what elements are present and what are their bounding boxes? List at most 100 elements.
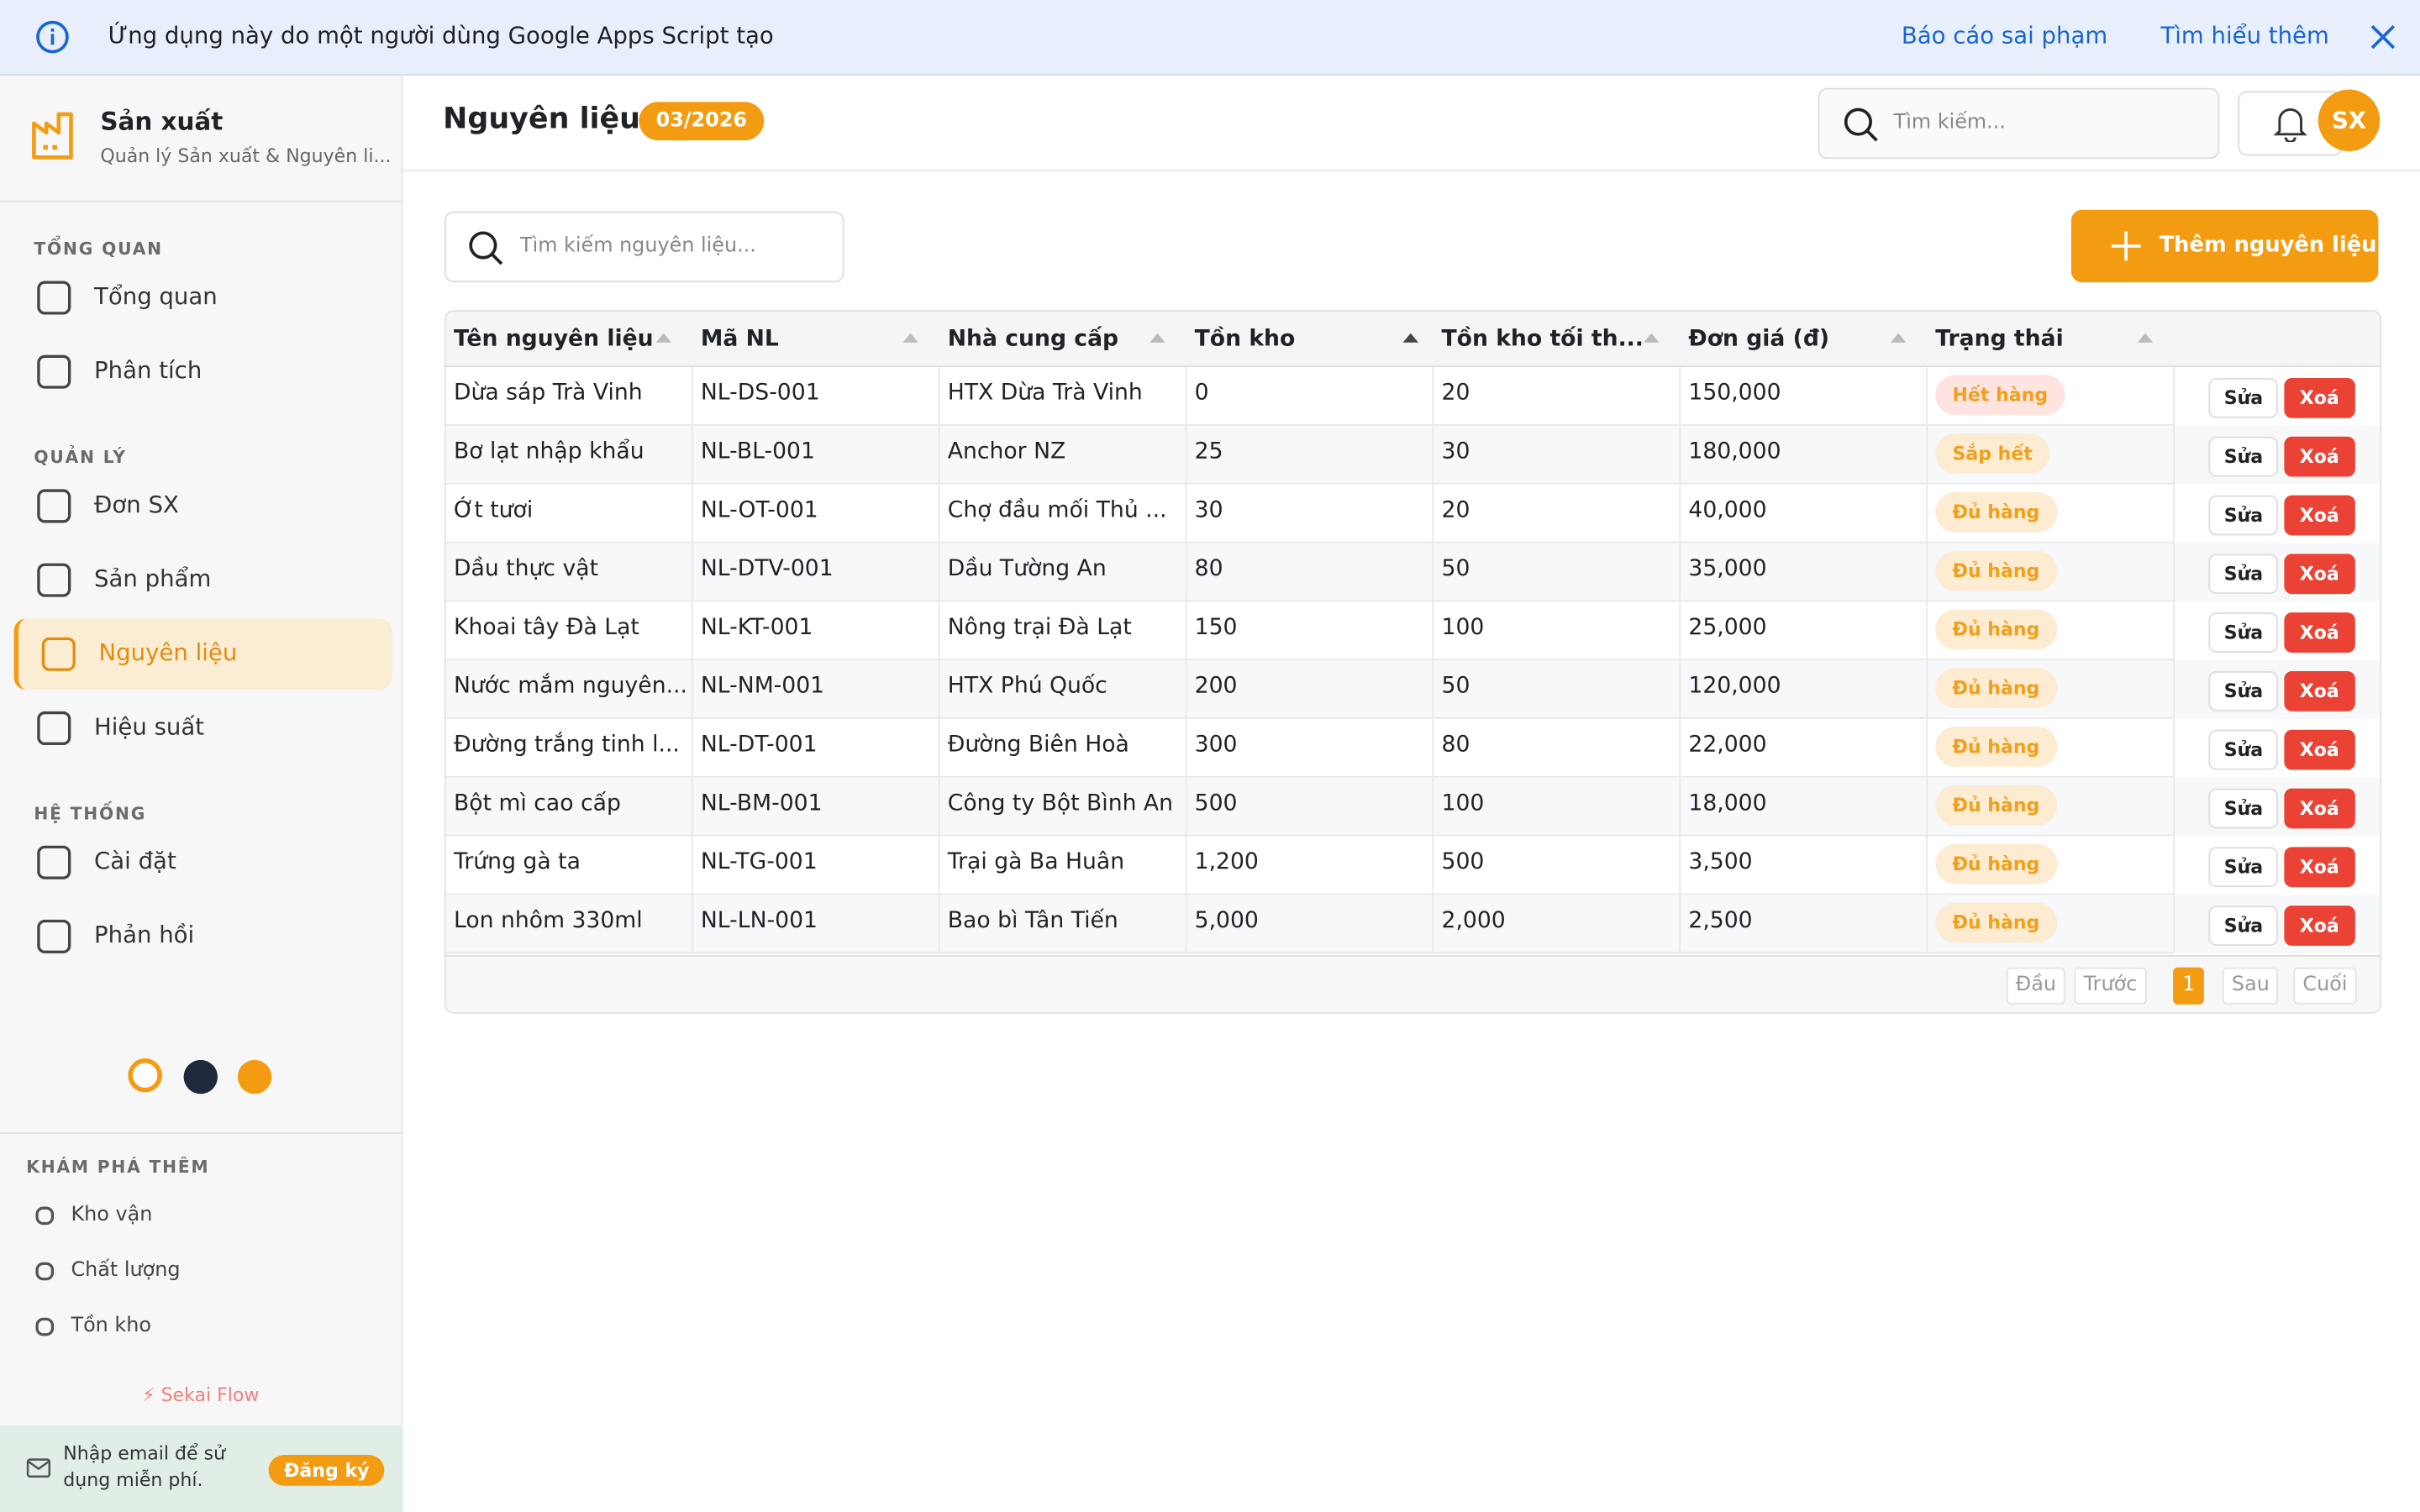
table-cell: Bơ lạt nhập khẩu bbox=[445, 425, 693, 485]
global-search[interactable]: Tìm kiếm... bbox=[1818, 87, 2220, 160]
delete-button[interactable]: Xoá bbox=[2284, 436, 2355, 477]
explore-item[interactable]: Kho vận bbox=[71, 1203, 153, 1227]
edit-button[interactable]: Sửa bbox=[2208, 788, 2279, 829]
footer-text: Sekai Flow bbox=[160, 1383, 260, 1406]
table-cell: NL-OT-001 bbox=[692, 484, 940, 543]
nav-label: Tổng quan bbox=[94, 282, 218, 311]
report-link[interactable]: Báo cáo sai phạm bbox=[1901, 21, 2108, 50]
column-header[interactable]: Mã NL bbox=[692, 312, 940, 368]
column-header[interactable]: Tên nguyên liệu bbox=[445, 312, 693, 368]
signup-button[interactable]: Đăng ký bbox=[268, 1455, 385, 1486]
column-header[interactable]: Tồn kho bbox=[1186, 312, 1434, 368]
table-cell: NL-NM-001 bbox=[692, 660, 940, 719]
nav-item[interactable]: Cài đặt bbox=[14, 827, 387, 897]
table-search[interactable]: Tìm kiếm nguyên liệu... bbox=[444, 211, 844, 283]
table-row: Lon nhôm 330ml NL-LN-001 Bao bì Tân Tiến 5,… bbox=[445, 895, 2381, 954]
delete-button[interactable]: Xoá bbox=[2284, 378, 2355, 418]
edit-button[interactable]: Sửa bbox=[2208, 847, 2279, 888]
theme-orange[interactable] bbox=[237, 1059, 272, 1095]
sort-icon[interactable] bbox=[1891, 333, 1907, 343]
sort-icon[interactable] bbox=[902, 333, 918, 343]
divider bbox=[0, 200, 402, 202]
page-button[interactable]: Trước bbox=[2074, 967, 2147, 1005]
column-header[interactable]: Trạng thái bbox=[1928, 312, 2175, 368]
table-cell: 300 bbox=[1186, 718, 1434, 778]
learn-link[interactable]: Tìm hiểu thêm bbox=[2160, 21, 2329, 50]
table-cell: Trứng gà ta bbox=[445, 836, 693, 895]
nav-icon bbox=[37, 563, 71, 597]
nav-item[interactable]: Phản hồi bbox=[14, 901, 387, 972]
delete-button[interactable]: Xoá bbox=[2284, 495, 2355, 536]
edit-button[interactable]: Sửa bbox=[2208, 436, 2279, 477]
delete-button[interactable]: Xoá bbox=[2284, 554, 2355, 595]
table-cell: Sắp hết bbox=[1928, 425, 2175, 485]
delete-button[interactable]: Xoá bbox=[2284, 788, 2355, 829]
nav-item[interactable]: Đơn SX bbox=[14, 470, 387, 541]
theme-light[interactable] bbox=[128, 1058, 162, 1093]
edit-button[interactable]: Sửa bbox=[2208, 554, 2279, 595]
brand-icon bbox=[32, 112, 73, 160]
table-cell: Đủ hàng bbox=[1928, 660, 2175, 719]
add-button[interactable]: Thêm nguyên liệu bbox=[2070, 209, 2379, 283]
table-cell: Bột mì cao cấp bbox=[445, 777, 693, 837]
nav-icon bbox=[37, 281, 71, 315]
delete-button[interactable]: Xoá bbox=[2284, 847, 2355, 888]
table-cell: 500 bbox=[1186, 777, 1434, 837]
edit-button[interactable]: Sửa bbox=[2208, 378, 2279, 418]
close-button[interactable] bbox=[2369, 24, 2396, 51]
nav-icon bbox=[41, 637, 76, 671]
edit-button[interactable]: Sửa bbox=[2208, 906, 2279, 946]
sort-icon[interactable] bbox=[1644, 333, 1660, 343]
edit-button[interactable]: Sửa bbox=[2208, 729, 2279, 770]
footer-brand[interactable]: ⚡ Sekai Flow bbox=[142, 1383, 260, 1406]
table-cell: 80 bbox=[1434, 718, 1681, 778]
table-cell: 40,000 bbox=[1681, 484, 1928, 543]
table-cell: Nông trại Đà Lạt bbox=[939, 601, 1187, 661]
edit-button[interactable]: Sửa bbox=[2208, 495, 2279, 536]
table-cell: 80 bbox=[1186, 543, 1434, 602]
status-badge: Đủ hàng bbox=[1935, 609, 2057, 650]
sort-icon[interactable] bbox=[1402, 333, 1418, 343]
delete-button[interactable]: Xoá bbox=[2284, 612, 2355, 653]
nav-item[interactable]: Nguyên liệu bbox=[13, 618, 392, 690]
edit-button[interactable]: Sửa bbox=[2208, 612, 2279, 653]
nav-item[interactable]: Sản phẩm bbox=[14, 544, 387, 615]
delete-button[interactable]: Xoá bbox=[2284, 670, 2355, 711]
edit-button[interactable]: Sửa bbox=[2208, 670, 2279, 711]
current-page[interactable]: 1 bbox=[2173, 967, 2205, 1005]
table-cell: Đủ hàng bbox=[1928, 836, 2175, 895]
table-cell: NL-LN-001 bbox=[692, 895, 940, 954]
table-cell: NL-BM-001 bbox=[692, 777, 940, 837]
table-row: Dừa sáp Trà Vinh NL-DS-001 HTX Dừa Trà Vin… bbox=[445, 367, 2381, 426]
page-button[interactable]: Đầu bbox=[2006, 967, 2066, 1005]
divider bbox=[0, 1132, 402, 1135]
nav-item[interactable]: Hiệu suất bbox=[14, 693, 387, 764]
column-header[interactable]: Đơn giá (đ) bbox=[1681, 312, 1928, 368]
sort-icon[interactable] bbox=[655, 333, 671, 343]
table-cell: Khoai tây Đà Lạt bbox=[445, 601, 693, 661]
explore-item[interactable]: Tồn kho bbox=[71, 1314, 152, 1338]
delete-button[interactable]: Xoá bbox=[2284, 729, 2355, 770]
theme-dark[interactable] bbox=[183, 1059, 218, 1095]
table-row: Khoai tây Đà Lạt NL-KT-001 Nông trại Đà Lạ… bbox=[445, 601, 2381, 661]
table-cell: HTX Dừa Trà Vinh bbox=[939, 367, 1187, 426]
status-badge: Đủ hàng bbox=[1935, 668, 2057, 709]
nav-item[interactable]: Phân tích bbox=[14, 336, 387, 407]
table-cell: Đường trắng tinh l... bbox=[445, 718, 693, 778]
table-cell: Dầu Tường An bbox=[939, 543, 1187, 602]
page-button[interactable]: Sau bbox=[2222, 967, 2279, 1005]
page-button[interactable]: Cuối bbox=[2293, 967, 2357, 1005]
sort-icon[interactable] bbox=[2137, 333, 2154, 343]
table-cell: 20 bbox=[1434, 484, 1681, 543]
signup: Nhập email để sử dụng miễn phí. Đăng ký bbox=[0, 1425, 402, 1512]
column-header[interactable]: Nhà cung cấp bbox=[939, 312, 1187, 368]
table-cell: 150,000 bbox=[1681, 367, 1928, 426]
sort-icon[interactable] bbox=[1150, 333, 1165, 343]
column-header[interactable]: Tồn kho tối th... bbox=[1434, 312, 1681, 368]
avatar[interactable]: SX bbox=[2317, 89, 2381, 152]
explore-item[interactable]: Chất lượng bbox=[71, 1258, 181, 1283]
nav-item[interactable]: Tổng quan bbox=[14, 262, 387, 333]
table-row: Bột mì cao cấp NL-BM-001 Công ty Bột Bình … bbox=[445, 777, 2381, 837]
table-cell: 3,500 bbox=[1681, 836, 1928, 895]
delete-button[interactable]: Xoá bbox=[2284, 906, 2355, 946]
